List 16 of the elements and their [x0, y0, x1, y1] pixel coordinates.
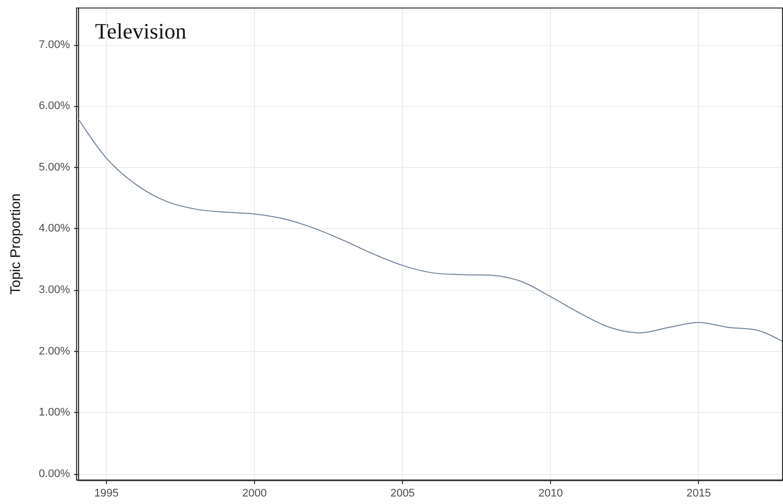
x-tick-label: 2015	[686, 488, 711, 500]
y-tick-label: 3.00%	[38, 284, 70, 296]
y-tick-label: 0.00%	[38, 468, 70, 480]
annotation: Television	[95, 18, 186, 44]
y-tick-label: 4.00%	[38, 222, 70, 235]
x-tick-label: 1995	[94, 488, 119, 500]
y-tick-label: 7.00%	[38, 38, 70, 51]
y-tick-label: 2.00%	[38, 345, 70, 358]
x-tick-label: 2010	[538, 488, 563, 500]
y-tick-label: 1.00%	[38, 406, 70, 419]
y-tick-label: 5.00%	[38, 161, 70, 174]
line-series	[78, 118, 783, 342]
x-tick-label: 2000	[242, 488, 267, 500]
y-axis-title: Topic Proportion	[7, 193, 23, 295]
x-tick-label: 2005	[390, 488, 415, 500]
y-tick-label: 6.00%	[38, 100, 70, 112]
